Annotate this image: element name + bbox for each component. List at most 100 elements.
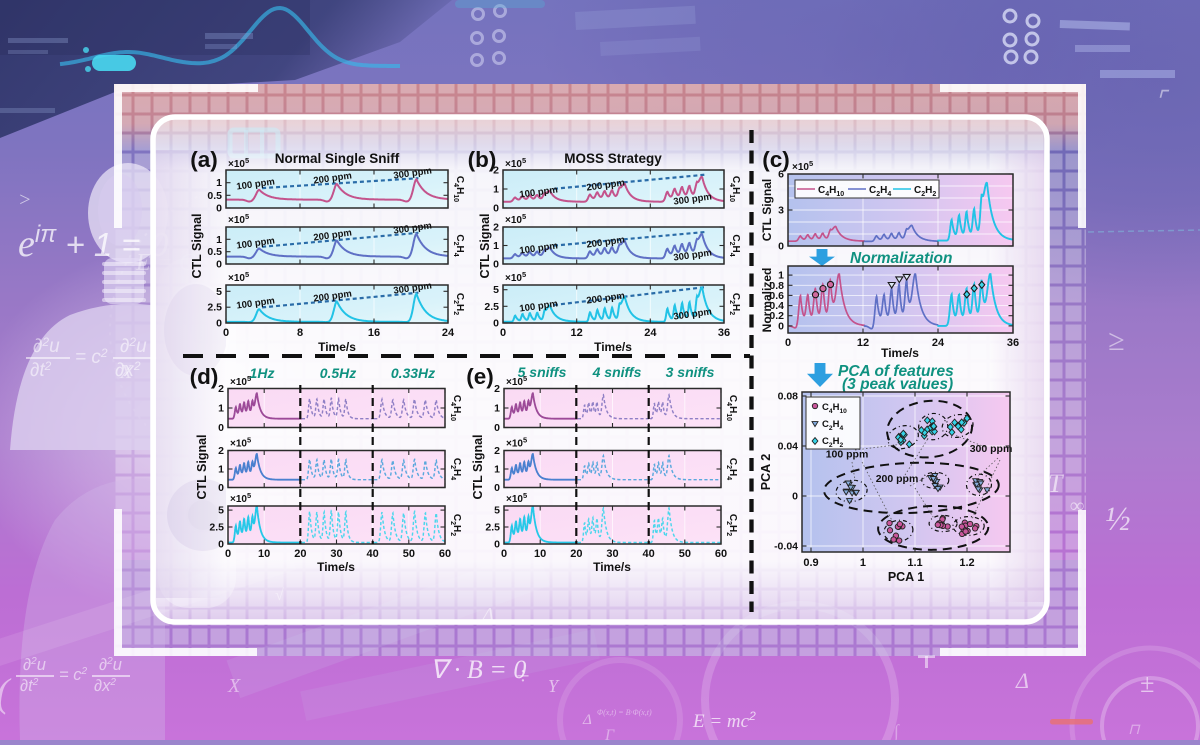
svg-text:MOSS Strategy: MOSS Strategy [564,151,662,166]
svg-text:2.5: 2.5 [209,522,224,534]
svg-text:×105: ×105 [506,491,527,505]
svg-text:∇ · B = 0: ∇ · B = 0 [430,655,526,684]
svg-text:0.33Hz: 0.33Hz [391,365,435,381]
svg-text:∂2u: ∂2u [99,656,122,674]
svg-text:60: 60 [715,548,727,560]
svg-text:200 ppm: 200 ppm [313,227,353,243]
svg-text:Time/s: Time/s [318,340,356,354]
svg-text:C2H4: C2H4 [452,234,465,256]
svg-text:C2H2: C2H2 [452,293,465,315]
svg-text:100 ppm: 100 ppm [826,449,869,461]
svg-text:X: X [119,361,133,383]
svg-text:= c2: = c2 [59,666,87,684]
svg-text:300 ppm: 300 ppm [393,280,433,296]
svg-text:0: 0 [493,259,499,271]
svg-text:0: 0 [223,327,229,339]
svg-text:24: 24 [932,337,945,349]
svg-text:100 ppm: 100 ppm [236,295,276,311]
svg-text:Time/s: Time/s [593,560,631,574]
svg-text:C4H10: C4H10 [449,395,462,421]
svg-text:1.2: 1.2 [959,557,974,569]
svg-text:200 ppm: 200 ppm [313,170,353,186]
svg-text:0: 0 [785,337,791,349]
svg-text:Time/s: Time/s [881,346,919,360]
svg-text:1.1: 1.1 [907,557,922,569]
svg-text:2: 2 [493,222,499,234]
svg-text:∂2u: ∂2u [23,656,46,674]
svg-text:5 sniffs: 5 sniffs [518,364,567,380]
svg-text:C4H10: C4H10 [725,395,738,421]
svg-text:±: ± [1140,669,1154,698]
svg-text:PCA 2: PCA 2 [759,454,773,490]
svg-text:×105: ×105 [228,212,249,226]
svg-text:= c2: = c2 [75,346,108,368]
svg-text:C4H10: C4H10 [728,176,741,202]
svg-text:(d): (d) [190,364,219,389]
svg-text:PCA of features: PCA of features [838,363,954,380]
svg-text:C2H4: C2H4 [449,458,462,480]
svg-text:0: 0 [218,539,224,551]
svg-text:0.2: 0.2 [769,310,784,322]
svg-text:C2H4: C2H4 [728,234,741,256]
svg-text:C2H2: C2H2 [822,436,843,449]
svg-text:3: 3 [778,205,784,217]
svg-text:2.5: 2.5 [207,302,222,314]
svg-text:300 ppm: 300 ppm [393,220,433,236]
svg-text:5: 5 [493,284,499,296]
svg-text:30: 30 [606,548,618,560]
svg-text:C2H2: C2H2 [725,514,738,536]
svg-text:12: 12 [857,337,869,349]
svg-text:1: 1 [218,464,224,476]
svg-text:C2H2: C2H2 [449,514,462,536]
svg-text:5: 5 [494,505,500,517]
svg-text:1: 1 [494,403,500,415]
svg-text:0: 0 [216,318,222,330]
svg-text:0: 0 [225,548,231,560]
svg-text:T: T [1048,469,1064,498]
svg-text:1: 1 [494,464,500,476]
svg-text:0: 0 [216,259,222,271]
svg-text:300 ppm: 300 ppm [393,165,433,181]
svg-text:×105: ×105 [228,270,249,284]
svg-text:0: 0 [216,203,222,215]
svg-text:(c): (c) [762,147,790,172]
svg-text:40: 40 [643,548,655,560]
svg-text:1: 1 [860,557,866,569]
svg-text:C2H2: C2H2 [914,185,936,198]
svg-text:×105: ×105 [505,270,526,284]
svg-text:0: 0 [494,482,500,494]
svg-text:0.04: 0.04 [778,441,799,453]
svg-text:Γ: Γ [604,727,615,740]
svg-text:∂2u: ∂2u [120,335,147,357]
svg-text:1: 1 [493,184,499,196]
svg-text:50: 50 [403,548,415,560]
svg-text:1: 1 [218,403,224,415]
svg-text:0: 0 [494,539,500,551]
svg-text:1Hz: 1Hz [250,365,275,381]
svg-text:4 sniffs: 4 sniffs [592,364,642,380]
svg-text:(e): (e) [466,364,494,389]
svg-text:Normalization: Normalization [850,250,952,267]
svg-text:(: ( [0,670,12,715]
svg-text:0: 0 [493,318,499,330]
svg-text:÷: ÷ [516,664,529,690]
svg-text:0: 0 [778,241,784,253]
svg-text:CTL Signal: CTL Signal [471,434,485,499]
svg-text:C4H10: C4H10 [822,402,847,415]
svg-text:Δ: Δ [1015,668,1029,693]
svg-text:C2H4: C2H4 [725,458,738,480]
svg-text:100 ppm: 100 ppm [236,235,276,251]
svg-text:Normal Single Sniff: Normal Single Sniff [275,151,400,166]
svg-text:2: 2 [494,383,500,395]
svg-text:0.6: 0.6 [769,290,784,302]
svg-text:36: 36 [718,327,730,339]
svg-text:1: 1 [216,234,222,246]
svg-text:∂2u: ∂2u [33,335,60,357]
svg-text:C4H10: C4H10 [452,176,465,202]
svg-text:>: > [18,189,32,211]
svg-text:50: 50 [679,548,691,560]
svg-text:×105: ×105 [230,491,251,505]
svg-text:CTL Signal: CTL Signal [195,434,209,499]
svg-text:60: 60 [439,548,451,560]
svg-text:2: 2 [493,165,499,177]
